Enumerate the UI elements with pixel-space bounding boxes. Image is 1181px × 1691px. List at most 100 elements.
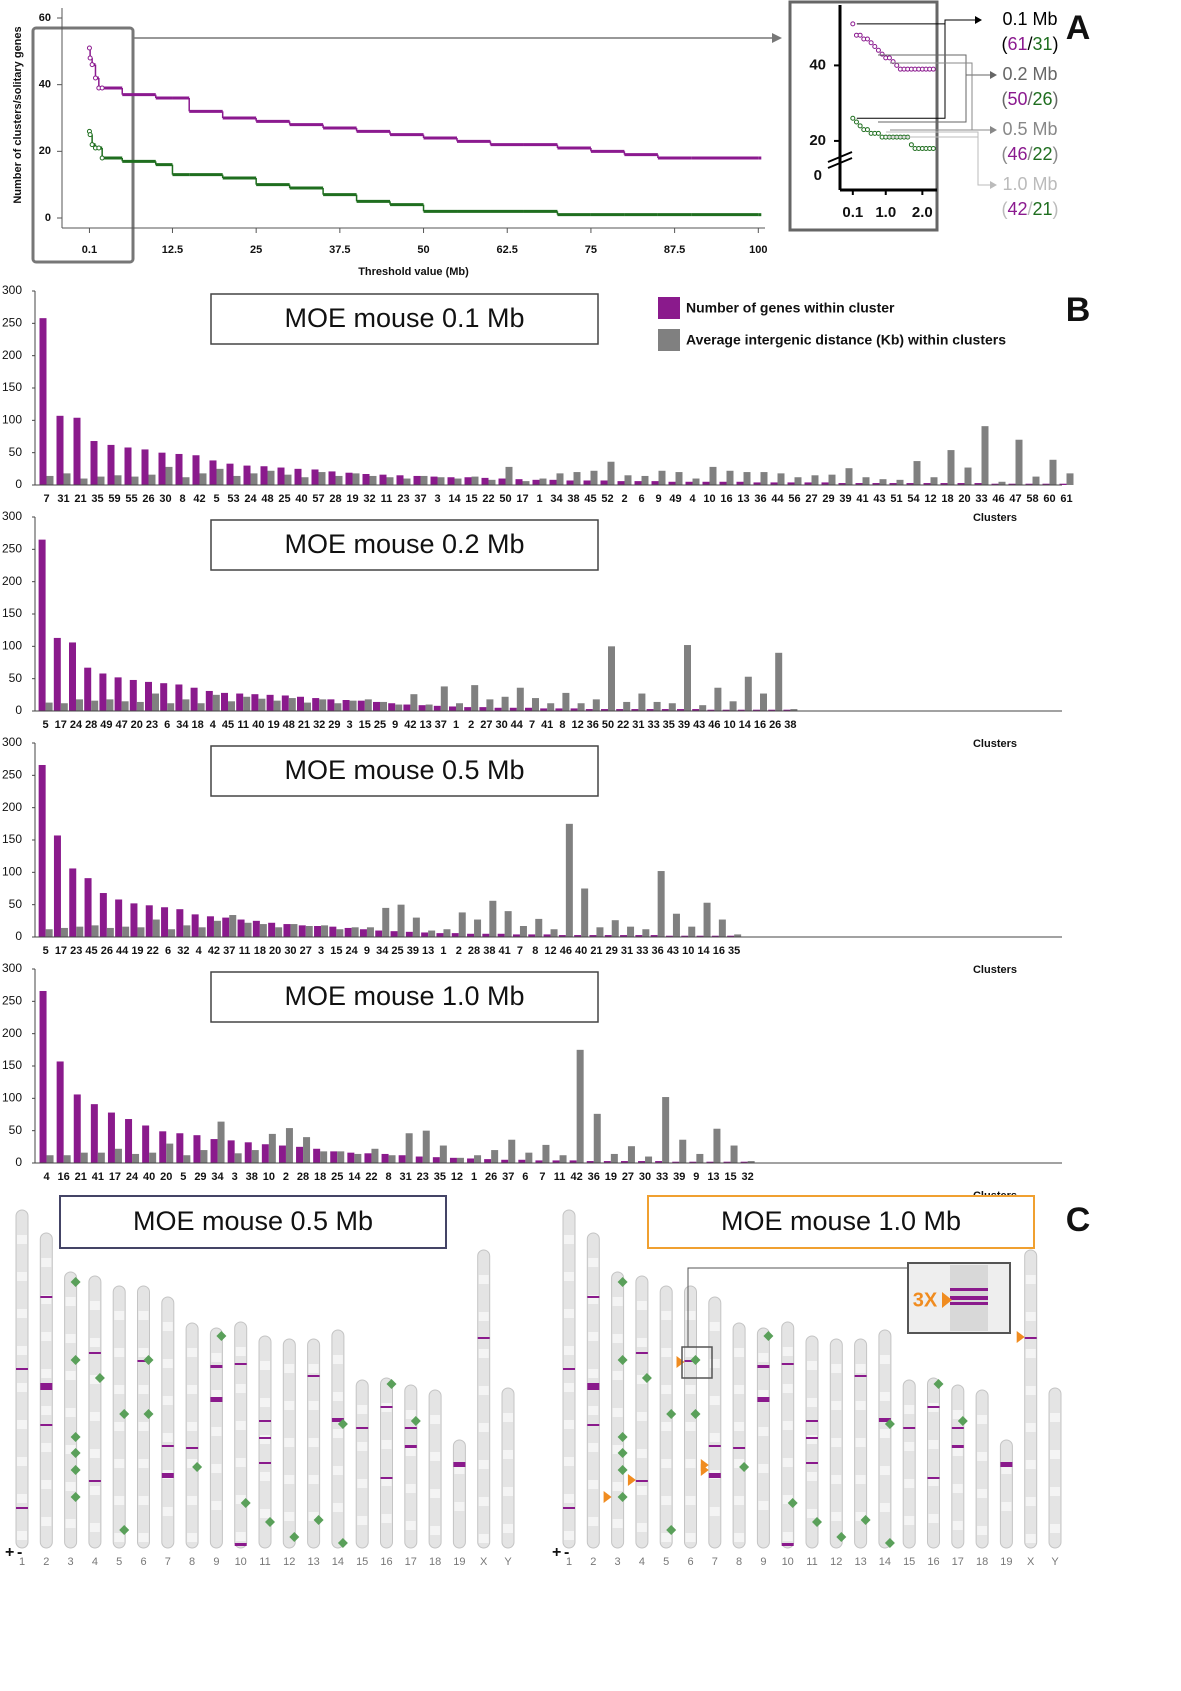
bar — [593, 1113, 601, 1163]
bar — [689, 1161, 697, 1163]
x-tick-label: 4 — [210, 719, 217, 731]
bar — [418, 705, 426, 711]
bar — [974, 483, 982, 485]
chromosome-band — [260, 1398, 270, 1407]
chromosome-band — [588, 1295, 599, 1304]
chromosome-band — [734, 1459, 745, 1468]
bar — [227, 1140, 235, 1163]
bar — [747, 1161, 755, 1163]
point — [86, 45, 92, 51]
threshold-label: 1.0 Mb — [1002, 174, 1057, 194]
chromosome-label: 12 — [830, 1556, 842, 1568]
chromosome — [234, 1321, 248, 1549]
bar — [125, 1119, 133, 1163]
cluster-band — [259, 1462, 271, 1464]
chromosome-band — [332, 1466, 343, 1475]
chromosome — [1024, 1249, 1038, 1549]
x-tick-label: 27 — [480, 719, 492, 731]
x-tick-label: 27 — [300, 945, 312, 957]
y-tick-label: 50 — [9, 445, 23, 459]
chromosome-band — [685, 1311, 696, 1320]
point — [894, 62, 900, 68]
bar — [267, 470, 275, 485]
x-tick-label: 24 — [244, 493, 257, 505]
chromosome-band — [17, 1235, 27, 1244]
chromosome-band — [138, 1459, 149, 1468]
chromosome-label: 6 — [140, 1556, 146, 1568]
chromosome — [732, 1322, 746, 1549]
x-tick-label: 5 — [43, 945, 49, 957]
bar — [193, 1135, 201, 1163]
solitary-marker — [739, 1462, 750, 1472]
bar — [148, 474, 156, 485]
chromosome-band — [138, 1311, 149, 1320]
zoom-line — [687, 1267, 908, 1347]
chromosome-band — [734, 1385, 745, 1394]
bar — [535, 1160, 543, 1163]
counts-part: ( — [1001, 34, 1007, 54]
bar — [481, 477, 489, 485]
bar — [491, 1150, 499, 1163]
counts-part: ( — [1001, 144, 1007, 164]
map-title: MOE mouse 0.5 Mb — [133, 1206, 373, 1236]
counts-part: 61 — [1007, 34, 1027, 54]
chromosome-band — [17, 1457, 27, 1466]
y-tick-label: 0 — [15, 703, 22, 717]
chromosome — [355, 1379, 369, 1549]
y-tick-label: 200 — [2, 574, 22, 588]
x-tick-label: 62.5 — [497, 244, 518, 256]
chromosome-band — [138, 1422, 149, 1431]
x-tick-label: 0.1 — [82, 244, 97, 256]
chromosome-band — [89, 1486, 100, 1495]
bar — [334, 703, 342, 711]
bar — [345, 472, 353, 485]
chromosome-band — [357, 1442, 368, 1451]
chromosome-band — [928, 1514, 939, 1523]
bar — [662, 1097, 670, 1163]
bar — [655, 1161, 663, 1163]
bar — [158, 452, 166, 485]
chromosome-label: 18 — [429, 1556, 441, 1568]
chromosome — [501, 1387, 515, 1549]
bar — [569, 1160, 577, 1163]
bar — [486, 699, 494, 711]
x-tick-label: 53 — [227, 493, 239, 505]
x-tick-label: 17 — [55, 945, 67, 957]
bar — [651, 481, 659, 485]
bar — [777, 473, 785, 485]
x-tick-label: 15 — [465, 493, 477, 505]
x-tick-label: 50 — [499, 493, 511, 505]
triplicate-marker — [700, 1464, 709, 1476]
x-tick-label: 16 — [713, 945, 725, 957]
x-tick-label: 10 — [682, 945, 694, 957]
chromosome-band — [162, 1433, 173, 1442]
bar — [200, 1150, 208, 1163]
x-tick-label: 21 — [75, 1171, 87, 1183]
bar — [192, 455, 200, 485]
bar — [141, 449, 149, 485]
x-tick-label: 9 — [655, 493, 661, 505]
chromosome-band — [308, 1401, 319, 1410]
chromosome-band — [1025, 1534, 1036, 1543]
chromosome-band — [187, 1459, 198, 1468]
point — [875, 130, 881, 136]
bar — [838, 483, 846, 485]
x-tick-label: 7 — [529, 719, 535, 731]
bar — [566, 480, 574, 485]
x-tick-label: 54 — [907, 493, 920, 505]
bar — [206, 916, 214, 937]
chromosome-band — [187, 1496, 198, 1505]
x-tick-label: 41 — [541, 719, 553, 731]
chromosome-band — [1025, 1275, 1036, 1284]
y-tick-label: 150 — [2, 832, 22, 846]
point — [875, 47, 881, 53]
bar — [122, 926, 130, 937]
chromosome-band — [709, 1396, 720, 1405]
chromosome-band — [89, 1412, 100, 1421]
bar — [679, 1139, 687, 1163]
x-tick-label: 35 — [91, 493, 103, 505]
chromosome-band — [1001, 1502, 1012, 1511]
bar — [661, 709, 669, 711]
bar — [855, 483, 863, 485]
bar — [275, 927, 283, 937]
